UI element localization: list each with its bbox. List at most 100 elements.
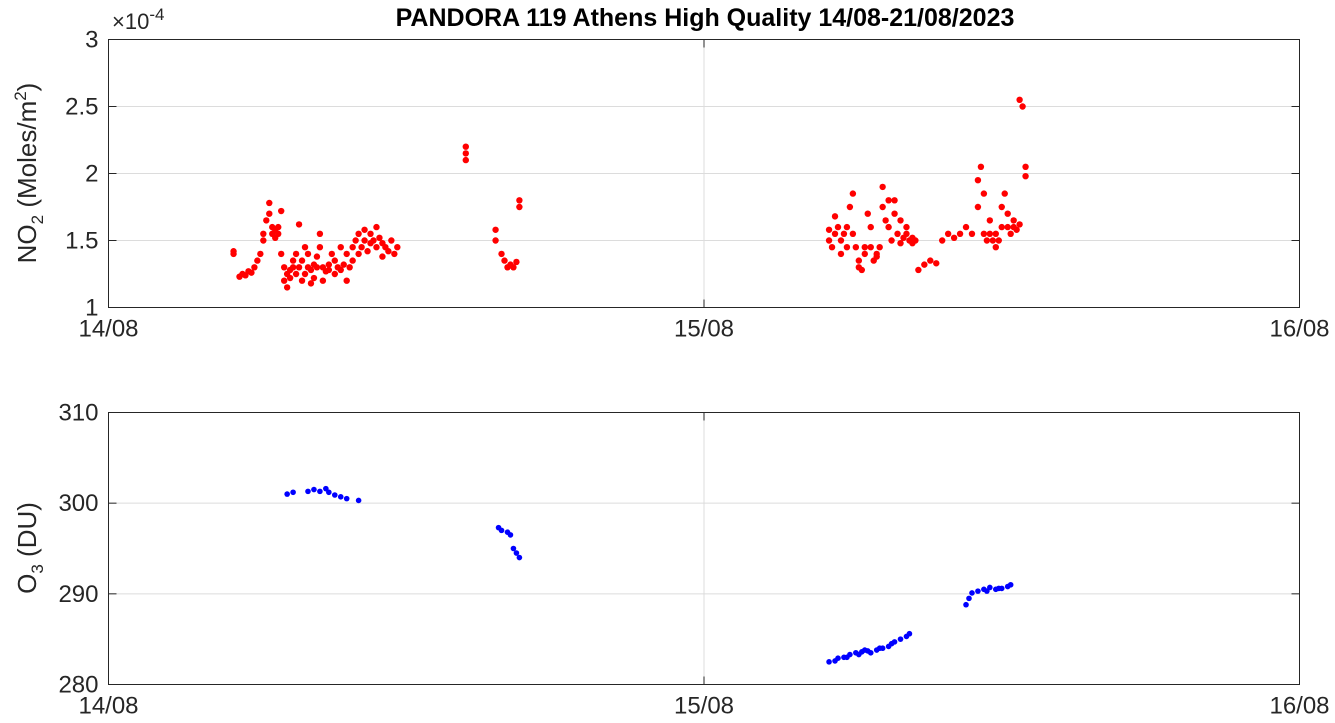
no2-data-point — [882, 217, 889, 224]
o3-data-point — [513, 550, 520, 556]
no2-data-point — [337, 266, 344, 274]
no2-data-point — [298, 257, 306, 264]
no2-data-point — [1022, 163, 1029, 170]
no2-data-point — [897, 217, 904, 224]
no2-data-point — [516, 197, 523, 204]
no2-xtick-label: 16/08 — [1269, 316, 1329, 343]
no2-data-point — [858, 266, 866, 274]
no2-data-point — [340, 261, 347, 268]
o3-xtick-label: 16/08 — [1269, 693, 1329, 720]
no2-data-point — [388, 237, 395, 244]
no2-data-point — [352, 237, 359, 244]
no2-data-point — [1016, 96, 1023, 104]
no2-exponent-label: ×10-4 — [112, 5, 164, 34]
no2-data-point — [292, 270, 300, 278]
no2-data-point — [1010, 217, 1017, 224]
no2-data-point — [510, 264, 517, 271]
no2-data-point — [1022, 172, 1029, 180]
no2-data-point — [343, 250, 350, 258]
no2-data-point — [307, 266, 315, 274]
no2-data-point — [257, 250, 264, 258]
no2-data-point — [304, 250, 312, 258]
no2-data-point — [260, 237, 267, 244]
no2-data-point — [310, 274, 318, 282]
no2-data-point — [361, 237, 368, 244]
no2-data-point — [980, 190, 988, 197]
no2-data-point — [1001, 190, 1008, 197]
o3-data-point — [305, 488, 311, 495]
o3-data-point — [331, 492, 338, 498]
o3-data-point — [317, 488, 323, 495]
no2-data-point — [962, 223, 970, 231]
no2-data-point — [879, 183, 886, 191]
o3-data-point — [516, 554, 523, 561]
no2-data-point — [516, 203, 523, 211]
no2-data-point — [846, 203, 854, 211]
no2-data-point — [462, 156, 469, 164]
no2-data-point — [275, 230, 282, 237]
no2-data-point — [885, 197, 892, 204]
no2-data-point — [286, 274, 294, 282]
no2-data-point — [230, 250, 237, 258]
no2-data-point — [373, 223, 380, 231]
no2-y-axis-label: NO2 (Moles/m2) — [11, 83, 47, 264]
no2-data-point — [927, 257, 934, 264]
o3-ylabel-subscript: 3 — [28, 564, 47, 573]
no2-data-point — [266, 199, 273, 207]
no2-xtick-label: 15/08 — [674, 316, 734, 343]
no2-data-point — [879, 203, 886, 211]
no2-ylabel-main: NO — [12, 224, 42, 263]
no2-data-point — [263, 217, 270, 224]
no2-data-point — [956, 230, 964, 237]
o3-data-point — [998, 585, 1005, 592]
no2-data-point — [295, 221, 303, 228]
o3-data-point — [987, 584, 993, 591]
no2-data-point — [325, 266, 333, 274]
o3-ytick-label: 310 — [58, 400, 98, 427]
o3-data-point — [355, 497, 362, 504]
no2-data-point — [834, 223, 842, 231]
no2-data-point — [280, 277, 288, 284]
no2-data-point — [852, 244, 860, 251]
no2-data-point — [876, 244, 883, 251]
no2-data-point — [349, 257, 356, 264]
no2-data-point — [1013, 226, 1020, 233]
o3-data-point — [897, 636, 904, 642]
no2-data-point — [837, 250, 845, 258]
no2-data-point — [513, 258, 520, 266]
o3-data-point — [510, 545, 517, 552]
o3-data-point — [337, 494, 344, 500]
chart-title: PANDORA 119 Athens High Quality 14/08-21… — [396, 4, 1015, 32]
o3-data-point — [906, 630, 913, 637]
o3-data-point — [498, 527, 505, 534]
no2-data-point — [825, 226, 833, 233]
no2-data-point — [980, 230, 988, 237]
no2-data-point — [358, 244, 365, 251]
no2-data-point — [903, 223, 910, 231]
no2-data-point — [373, 244, 380, 251]
no2-data-point — [873, 253, 880, 260]
no2-data-point — [248, 269, 255, 276]
no2-data-point — [891, 210, 898, 217]
no2-data-point — [391, 250, 398, 258]
no2-ylabel-mid: (Moles/m — [12, 101, 42, 215]
no2-data-point — [867, 244, 874, 251]
o3-xtick-label: 15/08 — [674, 693, 734, 720]
no2-data-point — [462, 143, 469, 150]
no2-data-point — [325, 261, 333, 268]
o3-data-point — [891, 639, 898, 645]
no2-data-point — [364, 248, 371, 255]
no2-ylabel-end: ) — [12, 83, 42, 92]
no2-data-point — [295, 264, 303, 271]
no2-data-point — [995, 237, 1002, 244]
o3-data-point — [975, 588, 981, 594]
no2-data-point — [283, 284, 291, 291]
no2-ytick-label: 3 — [85, 27, 98, 54]
no2-data-point — [277, 250, 285, 258]
no2-data-point — [998, 203, 1005, 211]
no2-data-point — [939, 237, 946, 244]
o3-data-point — [835, 655, 841, 662]
no2-data-point — [343, 277, 350, 284]
no2-data-point — [864, 210, 871, 217]
